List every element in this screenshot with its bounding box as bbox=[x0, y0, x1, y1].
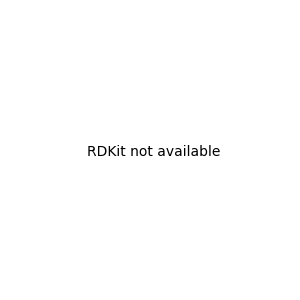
Text: RDKit not available: RDKit not available bbox=[87, 145, 220, 158]
